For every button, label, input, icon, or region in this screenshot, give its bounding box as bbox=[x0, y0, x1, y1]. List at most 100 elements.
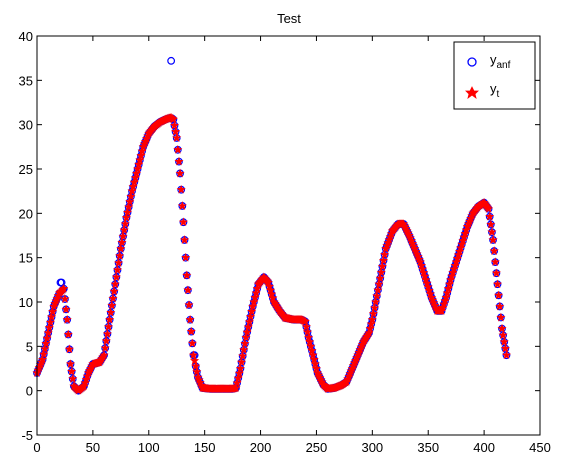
data-point-y-t bbox=[243, 322, 253, 332]
data-point-y-t bbox=[177, 201, 187, 210]
y-tick-label: 10 bbox=[19, 295, 33, 310]
legend-label-y-t: yt bbox=[490, 81, 500, 100]
data-point-y-t bbox=[59, 283, 69, 293]
legend-box bbox=[453, 41, 536, 110]
data-point-y-t bbox=[172, 133, 182, 142]
legend-label-y-anf-base: y bbox=[490, 52, 497, 67]
data-point-y-t bbox=[307, 346, 317, 355]
data-point-y-t bbox=[111, 272, 121, 282]
data-point-y-t bbox=[42, 333, 52, 343]
data-point-y-t bbox=[492, 279, 503, 289]
data-point-y-t bbox=[169, 120, 180, 130]
data-point-y-t bbox=[247, 306, 257, 316]
data-point-y-t bbox=[68, 373, 78, 383]
data-point-y-t bbox=[178, 217, 188, 227]
data-point-y-anf bbox=[167, 56, 176, 65]
data-point-y-t bbox=[501, 350, 512, 360]
x-tick-label: 300 bbox=[361, 440, 383, 455]
data-point-y-t bbox=[110, 279, 120, 289]
y-tick-label: 25 bbox=[19, 162, 33, 177]
data-point-y-t bbox=[231, 383, 241, 392]
data-point-y-t bbox=[168, 114, 178, 124]
data-point-y-t bbox=[118, 231, 128, 241]
data-point-y-t bbox=[376, 267, 386, 277]
data-point-y-t bbox=[497, 323, 507, 333]
data-point-y-t bbox=[107, 300, 117, 310]
y-tick-label: 15 bbox=[19, 251, 33, 266]
y-tick-label: 0 bbox=[26, 384, 33, 399]
data-point-y-t bbox=[100, 343, 110, 352]
data-point-y-t bbox=[300, 316, 310, 326]
data-point-y-t bbox=[244, 317, 254, 326]
data-point-y-t bbox=[61, 304, 71, 314]
data-point-y-t bbox=[63, 329, 73, 339]
data-point-y-t bbox=[187, 338, 197, 348]
y-tick-label: 35 bbox=[19, 73, 33, 88]
x-tick-label: 50 bbox=[86, 440, 100, 455]
data-point-y-t bbox=[185, 314, 195, 324]
data-point-y-t bbox=[176, 184, 186, 194]
data-layer bbox=[32, 56, 512, 395]
data-point-y-t bbox=[101, 336, 111, 345]
data-point-y-t bbox=[301, 321, 311, 331]
y-tick-label: 30 bbox=[19, 118, 33, 133]
x-tick-label: 150 bbox=[194, 440, 216, 455]
data-point-y-t bbox=[235, 363, 245, 373]
data-point-y-t bbox=[103, 321, 114, 331]
axes-layer: 0 50 100 150 200 250 300 350 400 450-505101520253… bbox=[19, 29, 551, 455]
data-point-y-t bbox=[498, 330, 508, 340]
data-point-y-t bbox=[173, 145, 183, 154]
y-tick-label: -5 bbox=[21, 428, 33, 443]
data-point-y-t bbox=[108, 293, 118, 303]
data-point-y-t bbox=[371, 297, 381, 306]
data-point-y-t bbox=[116, 244, 126, 253]
data-point-y-t bbox=[39, 349, 49, 359]
data-point-y-t bbox=[186, 326, 196, 336]
data-point-y-t bbox=[306, 341, 316, 351]
y-tick-label: 40 bbox=[19, 29, 33, 44]
data-point-y-t bbox=[378, 255, 389, 265]
data-point-y-t bbox=[99, 350, 109, 360]
x-tick-label: 0 bbox=[33, 440, 40, 455]
data-point-y-t bbox=[105, 314, 115, 324]
data-point-y-t bbox=[124, 202, 134, 212]
data-point-y-t bbox=[488, 235, 498, 244]
data-point-y-t bbox=[308, 350, 318, 360]
data-point-y-t bbox=[188, 350, 199, 360]
data-point-y-t bbox=[495, 301, 505, 311]
data-point-y-t bbox=[121, 213, 131, 222]
data-point-y-t bbox=[487, 227, 497, 237]
y-tick-label: 20 bbox=[19, 206, 33, 221]
x-tick-label: 250 bbox=[306, 440, 328, 455]
data-point-y-t bbox=[302, 327, 313, 337]
data-point-y-t bbox=[239, 345, 249, 354]
data-point-y-t bbox=[119, 225, 129, 235]
data-point-y-t bbox=[494, 290, 504, 300]
legend-star-marker-icon bbox=[465, 86, 479, 99]
data-point-y-t bbox=[489, 246, 499, 255]
data-point-y-t bbox=[102, 329, 112, 338]
data-point-y-t bbox=[109, 286, 119, 296]
legend-circle-marker-icon bbox=[467, 57, 477, 67]
legend-label-y-t-subscript: t bbox=[497, 89, 500, 100]
data-point-y-t bbox=[48, 307, 58, 316]
data-point-y-t bbox=[181, 252, 191, 262]
legend-entry-y-t: yt bbox=[465, 81, 500, 100]
x-tick-label: 100 bbox=[138, 440, 160, 455]
x-tick-label: 200 bbox=[250, 440, 272, 455]
data-point-y-t bbox=[65, 359, 76, 368]
data-point-y-t bbox=[45, 317, 55, 327]
legend: yanf yt bbox=[453, 41, 536, 110]
data-point-y-t bbox=[368, 308, 379, 318]
data-point-y-t bbox=[60, 294, 70, 303]
data-point-y-t bbox=[179, 235, 190, 244]
series-y-t bbox=[32, 112, 512, 395]
data-point-y-t bbox=[486, 219, 496, 229]
plot-frame bbox=[36, 35, 541, 436]
data-point-y-t bbox=[245, 312, 256, 321]
data-point-y-t bbox=[64, 344, 74, 354]
data-point-y-t bbox=[372, 291, 382, 300]
data-point-y-t bbox=[190, 355, 200, 365]
x-tick-label: 350 bbox=[417, 440, 439, 455]
data-point-y-t bbox=[115, 251, 125, 260]
